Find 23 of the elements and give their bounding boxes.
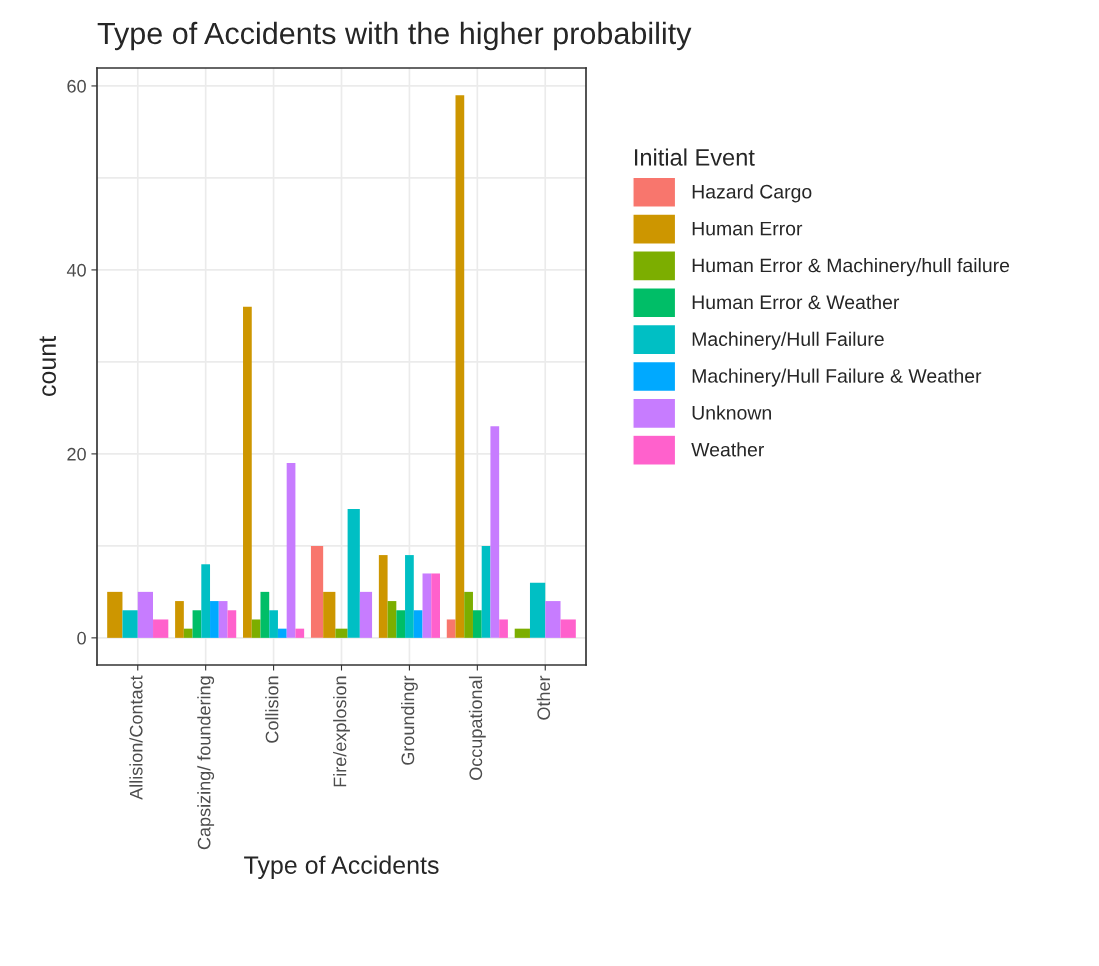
legend-label: Hazard Cargo [692,184,812,203]
legend-title: Initial Event [635,148,755,166]
x-axis-title: Type of Accidents [244,855,439,879]
x-tick-label: Other [536,675,551,720]
y-tick-label: 0 [77,631,86,645]
legend-label: Unknown [692,405,771,420]
x-tick-label: Collision [265,676,279,743]
y-axis-title: count [39,336,57,397]
x-tick-label: Capsizing/ foundering [197,676,215,850]
x-tick-label: Allision/Contact [129,675,143,800]
legend-label: Human Error [692,221,803,236]
x-tick-label: Groundingr [401,675,418,765]
chart-title: Type of Accidents with the higher probability [97,21,692,51]
legend-label: Human Error & Machinery/hull failure [692,258,1010,277]
legend-label: Human Error & Weather [692,294,900,310]
legend-label: Machinery/Hull Failure [692,331,884,350]
legend-label: Machinery/Hull Failure & Weather [692,368,982,387]
y-tick-label: 20 [67,447,86,461]
x-tick-label: Fire/explosion [333,676,350,787]
legend-label: Weather [691,442,764,457]
x-tick-label: Occupational [468,676,486,780]
y-tick-label: 40 [66,263,86,277]
y-tick-label: 60 [67,79,86,93]
